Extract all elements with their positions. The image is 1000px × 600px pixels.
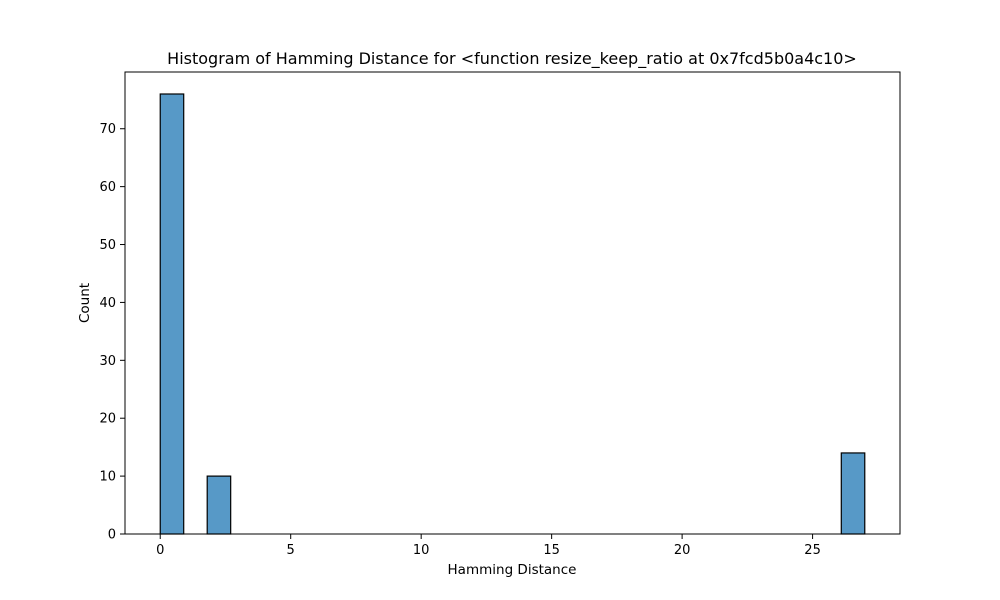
- x-tick-label: 20: [674, 543, 691, 558]
- y-tick-label: 70: [99, 122, 116, 137]
- x-tick-label: 5: [287, 543, 295, 558]
- histogram-bar-1: [206, 475, 232, 535]
- y-axis: 0 10 20 30 40 50 60 70: [99, 122, 125, 543]
- x-tick-label: 0: [156, 543, 164, 558]
- y-tick-label: 20: [99, 412, 116, 427]
- y-tick-label: 30: [99, 354, 116, 369]
- x-axis-label: Hamming Distance: [448, 562, 577, 578]
- histogram-bar-0: [159, 93, 185, 535]
- x-tick-label: 25: [804, 543, 821, 558]
- y-tick-label: 60: [99, 180, 116, 195]
- y-axis-label: Count: [77, 283, 93, 323]
- x-tick-label: 15: [543, 543, 560, 558]
- bars-layer: [159, 93, 866, 535]
- y-tick-label: 0: [108, 528, 116, 543]
- x-tick-label: 10: [413, 543, 430, 558]
- plot-frame: [124, 71, 901, 535]
- y-tick-label: 40: [99, 296, 116, 311]
- histogram-bar-2: [840, 452, 866, 535]
- y-tick-label: 50: [99, 238, 116, 253]
- x-axis: 0 5 10 15 20 25: [156, 534, 821, 558]
- chart-title: Histogram of Hamming Distance for <funct…: [167, 49, 857, 69]
- y-tick-label: 10: [99, 470, 116, 485]
